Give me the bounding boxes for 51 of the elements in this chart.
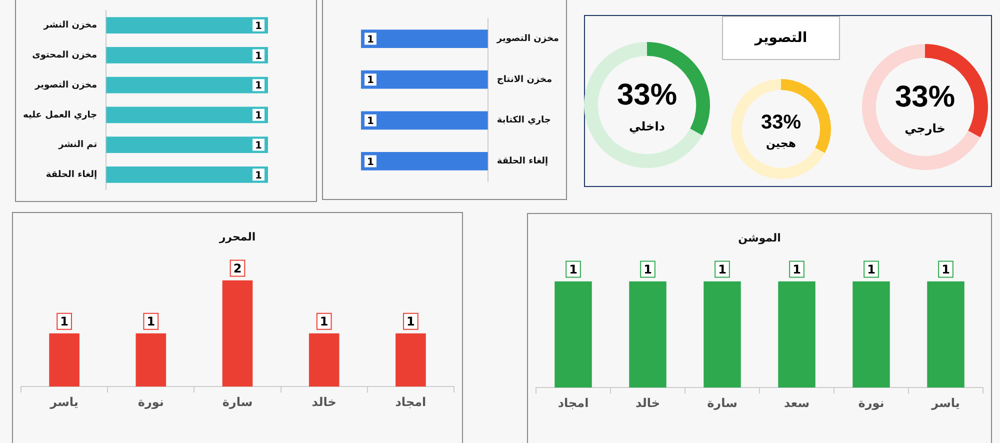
x-tick-label: امجاد — [558, 396, 589, 410]
data-label: 1 — [942, 262, 950, 276]
x-tick-label: ياسر — [49, 394, 78, 409]
x-tick-label: سعد — [784, 396, 810, 410]
data-label: 1 — [255, 110, 262, 122]
x-tick-label: ياسر — [930, 396, 960, 410]
text: التصوير — [754, 30, 808, 46]
y-tick-label: مخزن التصوير — [34, 80, 98, 90]
data-label: 1 — [146, 314, 156, 329]
y-tick-label: جاري الكتابة — [496, 116, 551, 126]
x-tick-label: خالد — [635, 396, 660, 410]
data-label: 1 — [366, 75, 374, 86]
y-tick-label: مخزن التصوير — [496, 34, 560, 44]
slice-label: هجين — [766, 136, 796, 150]
x-tick-label: سارة — [707, 396, 738, 410]
y-tick-label: تم النشر — [58, 140, 98, 150]
data-label: 1 — [255, 50, 262, 62]
x-tick-label: نورة — [858, 396, 884, 410]
data-label: 1 — [792, 262, 801, 276]
data-label: 1 — [718, 262, 726, 276]
data-label: 1 — [366, 156, 374, 168]
data-label: 1 — [255, 80, 262, 92]
data-label: 1 — [255, 140, 262, 152]
data-label: 1 — [255, 20, 262, 32]
x-tick-label: امجاد — [395, 394, 426, 409]
data-label: 33% — [616, 78, 678, 112]
y-tick-label: مخزن النشر — [42, 20, 98, 31]
x-tick-label: سارة — [222, 394, 253, 409]
data-label: 33% — [894, 80, 956, 114]
data-label: 1 — [366, 34, 374, 46]
data-label: 1 — [255, 170, 262, 182]
data-label: 1 — [320, 314, 328, 329]
x-tick-label: خالد — [312, 394, 336, 409]
data-label: 33% — [760, 112, 802, 134]
data-label: 1 — [867, 262, 876, 276]
chart-title: الموشن — [738, 231, 781, 244]
data-label: 2 — [233, 261, 242, 276]
slice-label: خارجي — [904, 122, 946, 136]
y-tick-label: جاري العمل عليه — [22, 110, 98, 120]
data-label: 1 — [406, 314, 415, 329]
data-label: 1 — [569, 262, 578, 276]
slice-label: داخلي — [629, 120, 665, 134]
data-label: 1 — [60, 314, 68, 329]
y-tick-label: إلغاء الحلقة — [496, 156, 548, 167]
chart-title: المحرر — [218, 230, 256, 244]
x-tick-label: نورة — [138, 394, 164, 409]
data-label: 1 — [644, 262, 652, 276]
y-tick-label: مخزن الانتاج — [496, 74, 552, 85]
y-tick-label: إلغاء الحلقة — [46, 170, 98, 180]
data-label: 1 — [366, 116, 374, 127]
y-tick-label: مخزن المحتوى — [32, 50, 98, 61]
